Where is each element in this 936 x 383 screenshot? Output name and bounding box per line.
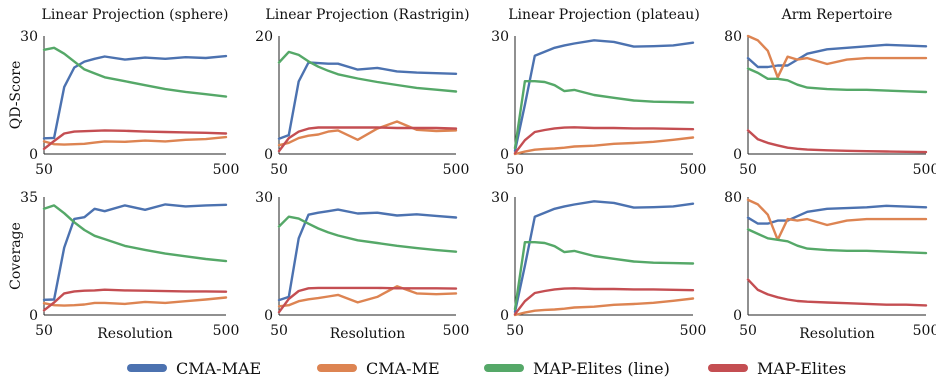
x-tick-label: 500 (680, 162, 707, 178)
legend-swatch (127, 364, 167, 372)
x-axis-label: Resolution (799, 326, 874, 342)
y-tick-label: 0 (29, 308, 38, 324)
chart-panel: 0 20 50 500 Linear Projection (Rastrigin) (255, 7, 469, 178)
series-line (513, 297, 695, 317)
x-tick-label: 500 (443, 162, 470, 178)
series-line (42, 296, 228, 307)
series-line (42, 54, 228, 140)
series-line (746, 129, 928, 154)
series-line (746, 198, 928, 241)
legend-label: MAP-Elites (line) (533, 359, 670, 378)
series-line (746, 43, 928, 69)
x-tick-label: 50 (506, 162, 524, 178)
x-tick-label: 500 (913, 323, 936, 339)
series-line (42, 204, 228, 263)
series-line (42, 288, 228, 312)
x-tick-label: 500 (213, 323, 240, 339)
legend-label: CMA-MAE (176, 359, 261, 378)
y-tick-label: 0 (733, 147, 742, 163)
series-line (42, 135, 228, 146)
panel-title: Linear Projection (plateau) (508, 7, 700, 23)
legend: CMA-MAE CMA-ME MAP-Elites (line) MAP-Eli… (127, 359, 846, 378)
series-line (513, 80, 695, 150)
y-tick-label: 0 (264, 308, 273, 324)
legend-item-map-elites-line: MAP-Elites (line) (484, 359, 670, 378)
x-tick-label: 50 (739, 323, 757, 339)
series-line (277, 208, 458, 302)
y-tick-label: 0 (29, 147, 38, 163)
x-axis-label: Resolution (97, 326, 172, 342)
y-tick-label: 0 (733, 308, 742, 324)
series-line (513, 126, 695, 155)
x-tick-label: 500 (913, 162, 936, 178)
y-tick-label: 30 (20, 29, 38, 45)
y-tick-label: 30 (491, 190, 509, 206)
series-line (746, 204, 928, 225)
legend-item-cma-mae: CMA-MAE (127, 359, 261, 378)
series-line (746, 228, 928, 255)
series-line (277, 215, 458, 253)
series-line (277, 50, 458, 93)
y-tick-label: 35 (20, 190, 38, 206)
x-tick-label: 500 (213, 162, 240, 178)
series-line (513, 241, 695, 311)
series-line (513, 287, 695, 316)
legend-label: MAP-Elites (757, 359, 846, 378)
x-tick-label: 50 (739, 162, 757, 178)
series-line (513, 200, 695, 314)
series-line (513, 136, 695, 156)
chart-panel: 0 35 50 500 Resolution Coverage (8, 190, 239, 342)
chart-panel: 0 80 50 500 Resolution (724, 190, 936, 342)
series-line (746, 278, 928, 307)
chart-panel: 0 30 50 500 (491, 190, 706, 339)
y-axis-label: Coverage (8, 222, 24, 290)
y-axis-label: QD-Score (8, 61, 24, 130)
series-line (277, 126, 458, 153)
x-tick-label: 50 (35, 162, 53, 178)
y-tick-label: 30 (255, 190, 273, 206)
chart-panel: 0 80 50 500 Arm Repertoire (724, 7, 936, 178)
legend-swatch (708, 364, 748, 372)
legend-label: CMA-ME (366, 359, 440, 378)
x-tick-label: 50 (506, 323, 524, 339)
y-tick-label: 0 (500, 147, 509, 163)
y-tick-label: 0 (500, 308, 509, 324)
series-line (513, 39, 695, 153)
x-tick-label: 50 (270, 323, 288, 339)
legend-item-cma-me: CMA-ME (317, 359, 440, 378)
legend-swatch (317, 364, 357, 372)
legend-item-map-elites: MAP-Elites (708, 359, 846, 378)
chart-panel: 0 30 50 500 Linear Projection (sphere) QD-Sco… (8, 7, 239, 178)
chart-panel: 0 30 50 500 Resolution (255, 190, 469, 342)
series-line (277, 61, 458, 140)
series-line (42, 203, 228, 301)
series-line (746, 34, 928, 79)
legend-swatch (484, 364, 524, 372)
y-tick-label: 20 (255, 29, 273, 45)
y-tick-label: 80 (724, 29, 742, 45)
panel-title: Linear Projection (sphere) (42, 7, 229, 23)
series-line (277, 285, 458, 308)
y-tick-label: 30 (491, 29, 509, 45)
chart-panel: 0 30 50 500 Linear Projection (plateau) (491, 7, 706, 178)
x-axis-label: Resolution (330, 326, 405, 342)
x-tick-label: 50 (270, 162, 288, 178)
series-line (277, 120, 458, 147)
panel-title: Arm Repertoire (781, 7, 893, 23)
x-tick-label: 500 (680, 323, 707, 339)
y-tick-label: 80 (724, 190, 742, 206)
series-line (746, 67, 928, 94)
series-line (277, 286, 458, 314)
x-tick-label: 50 (35, 323, 53, 339)
series-line (42, 129, 228, 151)
x-tick-label: 500 (443, 323, 470, 339)
series-line (42, 46, 228, 98)
panel-title: Linear Projection (Rastrigin) (265, 7, 469, 23)
y-tick-label: 0 (264, 147, 273, 163)
